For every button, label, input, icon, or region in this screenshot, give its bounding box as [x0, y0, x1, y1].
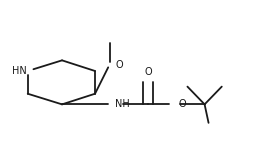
- Text: O: O: [115, 60, 123, 70]
- Text: O: O: [179, 99, 187, 109]
- Text: NH: NH: [115, 99, 130, 109]
- Text: O: O: [144, 67, 152, 77]
- Text: HN: HN: [12, 66, 26, 76]
